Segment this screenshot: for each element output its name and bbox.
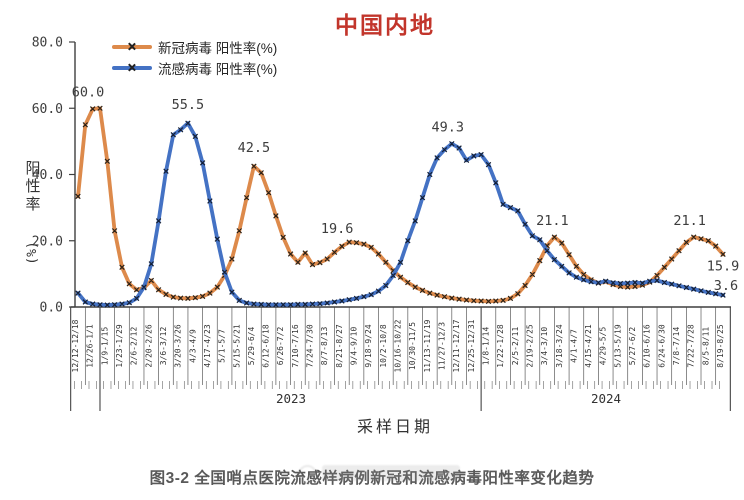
x-label: 12/12-12/18: [71, 319, 80, 372]
year-label-2023: 2023: [275, 391, 307, 406]
y-tick-label: 0.0: [40, 301, 63, 316]
x-label: 1/23-1/29: [115, 324, 124, 368]
data-label: 55.5: [172, 97, 205, 113]
legend-item-flu: 流感病毒 阳性率(%): [112, 57, 277, 78]
x-label: 1/22-1/28: [496, 324, 505, 368]
data-label: 42.5: [238, 140, 271, 156]
data-label: 15.9: [707, 258, 740, 274]
x-label: 8/19-8/25: [716, 324, 725, 368]
x-label: 10/16-10/22: [394, 319, 403, 372]
x-label: 11/27-12/3: [437, 322, 446, 370]
data-label: 21.1: [673, 213, 706, 229]
x-label: 7/22-7/28: [687, 324, 696, 368]
x-label: 4/1-4/7: [569, 329, 578, 363]
x-label: 5/15-5/21: [232, 324, 241, 368]
x-label: 8/5-8/11: [701, 327, 710, 366]
x-label: 10/30-11/5: [408, 322, 417, 370]
x-label: 3/20-3/26: [174, 324, 183, 368]
x-label: 1/9-1/15: [100, 327, 109, 366]
legend-label-covid: 新冠病毒 阳性率(%): [158, 40, 278, 56]
flu-line-swatch-icon: [112, 62, 152, 74]
x-marker-icon: [128, 42, 137, 51]
x-label: 8/21-8/27: [335, 324, 344, 368]
x-label: 4/15-4/21: [584, 324, 593, 368]
data-label: 60.0: [72, 84, 105, 100]
x-marker-icon: [128, 63, 137, 72]
covid-line-swatch-icon: [112, 41, 152, 53]
x-label: 5/29-6/4: [247, 327, 256, 366]
data-label: 21.1: [536, 213, 569, 229]
data-label: 49.3: [432, 120, 465, 136]
x-label: 5/1-5/7: [218, 329, 227, 363]
x-label: 9/18-9/24: [364, 324, 373, 368]
x-label: 7/10-7/16: [291, 324, 300, 368]
x-label: 5/13-5/19: [613, 324, 622, 368]
y-tick-label: 40.0: [32, 168, 63, 183]
x-label: 6/24-6/30: [657, 324, 666, 368]
covid-line: [76, 106, 725, 304]
x-label: 2/20-2/26: [144, 324, 153, 368]
x-label: 3/4-3/10: [540, 327, 549, 366]
y-tick-label: 20.0: [32, 234, 63, 249]
figure-caption: 图3-2 全国哨点医院流感样病例新冠和流感病毒阳性率变化趋势: [149, 470, 595, 487]
x-label: 12/25-12/31: [467, 319, 476, 372]
flu-markers: [75, 120, 726, 308]
x-label: 9/4-9/10: [350, 327, 359, 366]
legend: 新冠病毒 阳性率(%) 流感病毒 阳性率(%): [112, 36, 277, 78]
x-label: 2/5-2/11: [511, 327, 520, 366]
x-axis-title: 采样日期: [356, 419, 433, 436]
x-label: 12/26-1/1: [86, 324, 95, 368]
x-label: 10/2-10/8: [379, 324, 388, 368]
x-label: 4/3-4/9: [188, 329, 197, 363]
x-label: 1/8-1/14: [481, 327, 490, 366]
x-label: 5/27-6/2: [628, 327, 637, 366]
x-label: 12/11-12/17: [452, 319, 461, 372]
x-label: 6/26-7/2: [276, 327, 285, 366]
y-tick-label: 60.0: [32, 102, 63, 117]
x-label: 8/7-8/13: [320, 327, 329, 366]
legend-label-flu: 流感病毒 阳性率(%): [158, 61, 278, 77]
x-label: 4/29-5/5: [599, 327, 608, 366]
x-label: 6/12-6/18: [262, 324, 271, 368]
chart-title: 中国内地: [335, 12, 435, 38]
x-label: 6/10-6/16: [643, 324, 652, 368]
year-label-2024: 2024: [590, 391, 622, 406]
legend-item-covid: 新冠病毒 阳性率(%): [112, 36, 277, 57]
x-label: 7/24-7/30: [306, 324, 315, 368]
x-label: 3/18-3/24: [555, 324, 564, 368]
x-label: 7/8-7/14: [672, 327, 681, 366]
x-label: 4/17-4/23: [203, 324, 212, 368]
x-label: 2/19-2/25: [525, 324, 534, 368]
y-tick-label: 80.0: [32, 36, 63, 51]
x-label: 11/13-11/19: [423, 319, 432, 372]
data-label: 19.6: [321, 221, 354, 237]
y-axis-unit: (%): [25, 241, 40, 265]
data-label: 3.6: [714, 278, 738, 294]
x-label: 3/6-3/12: [159, 327, 168, 366]
x-label: 2/6-2/12: [130, 327, 139, 366]
y-axis-title: 阳性率: [25, 160, 41, 213]
